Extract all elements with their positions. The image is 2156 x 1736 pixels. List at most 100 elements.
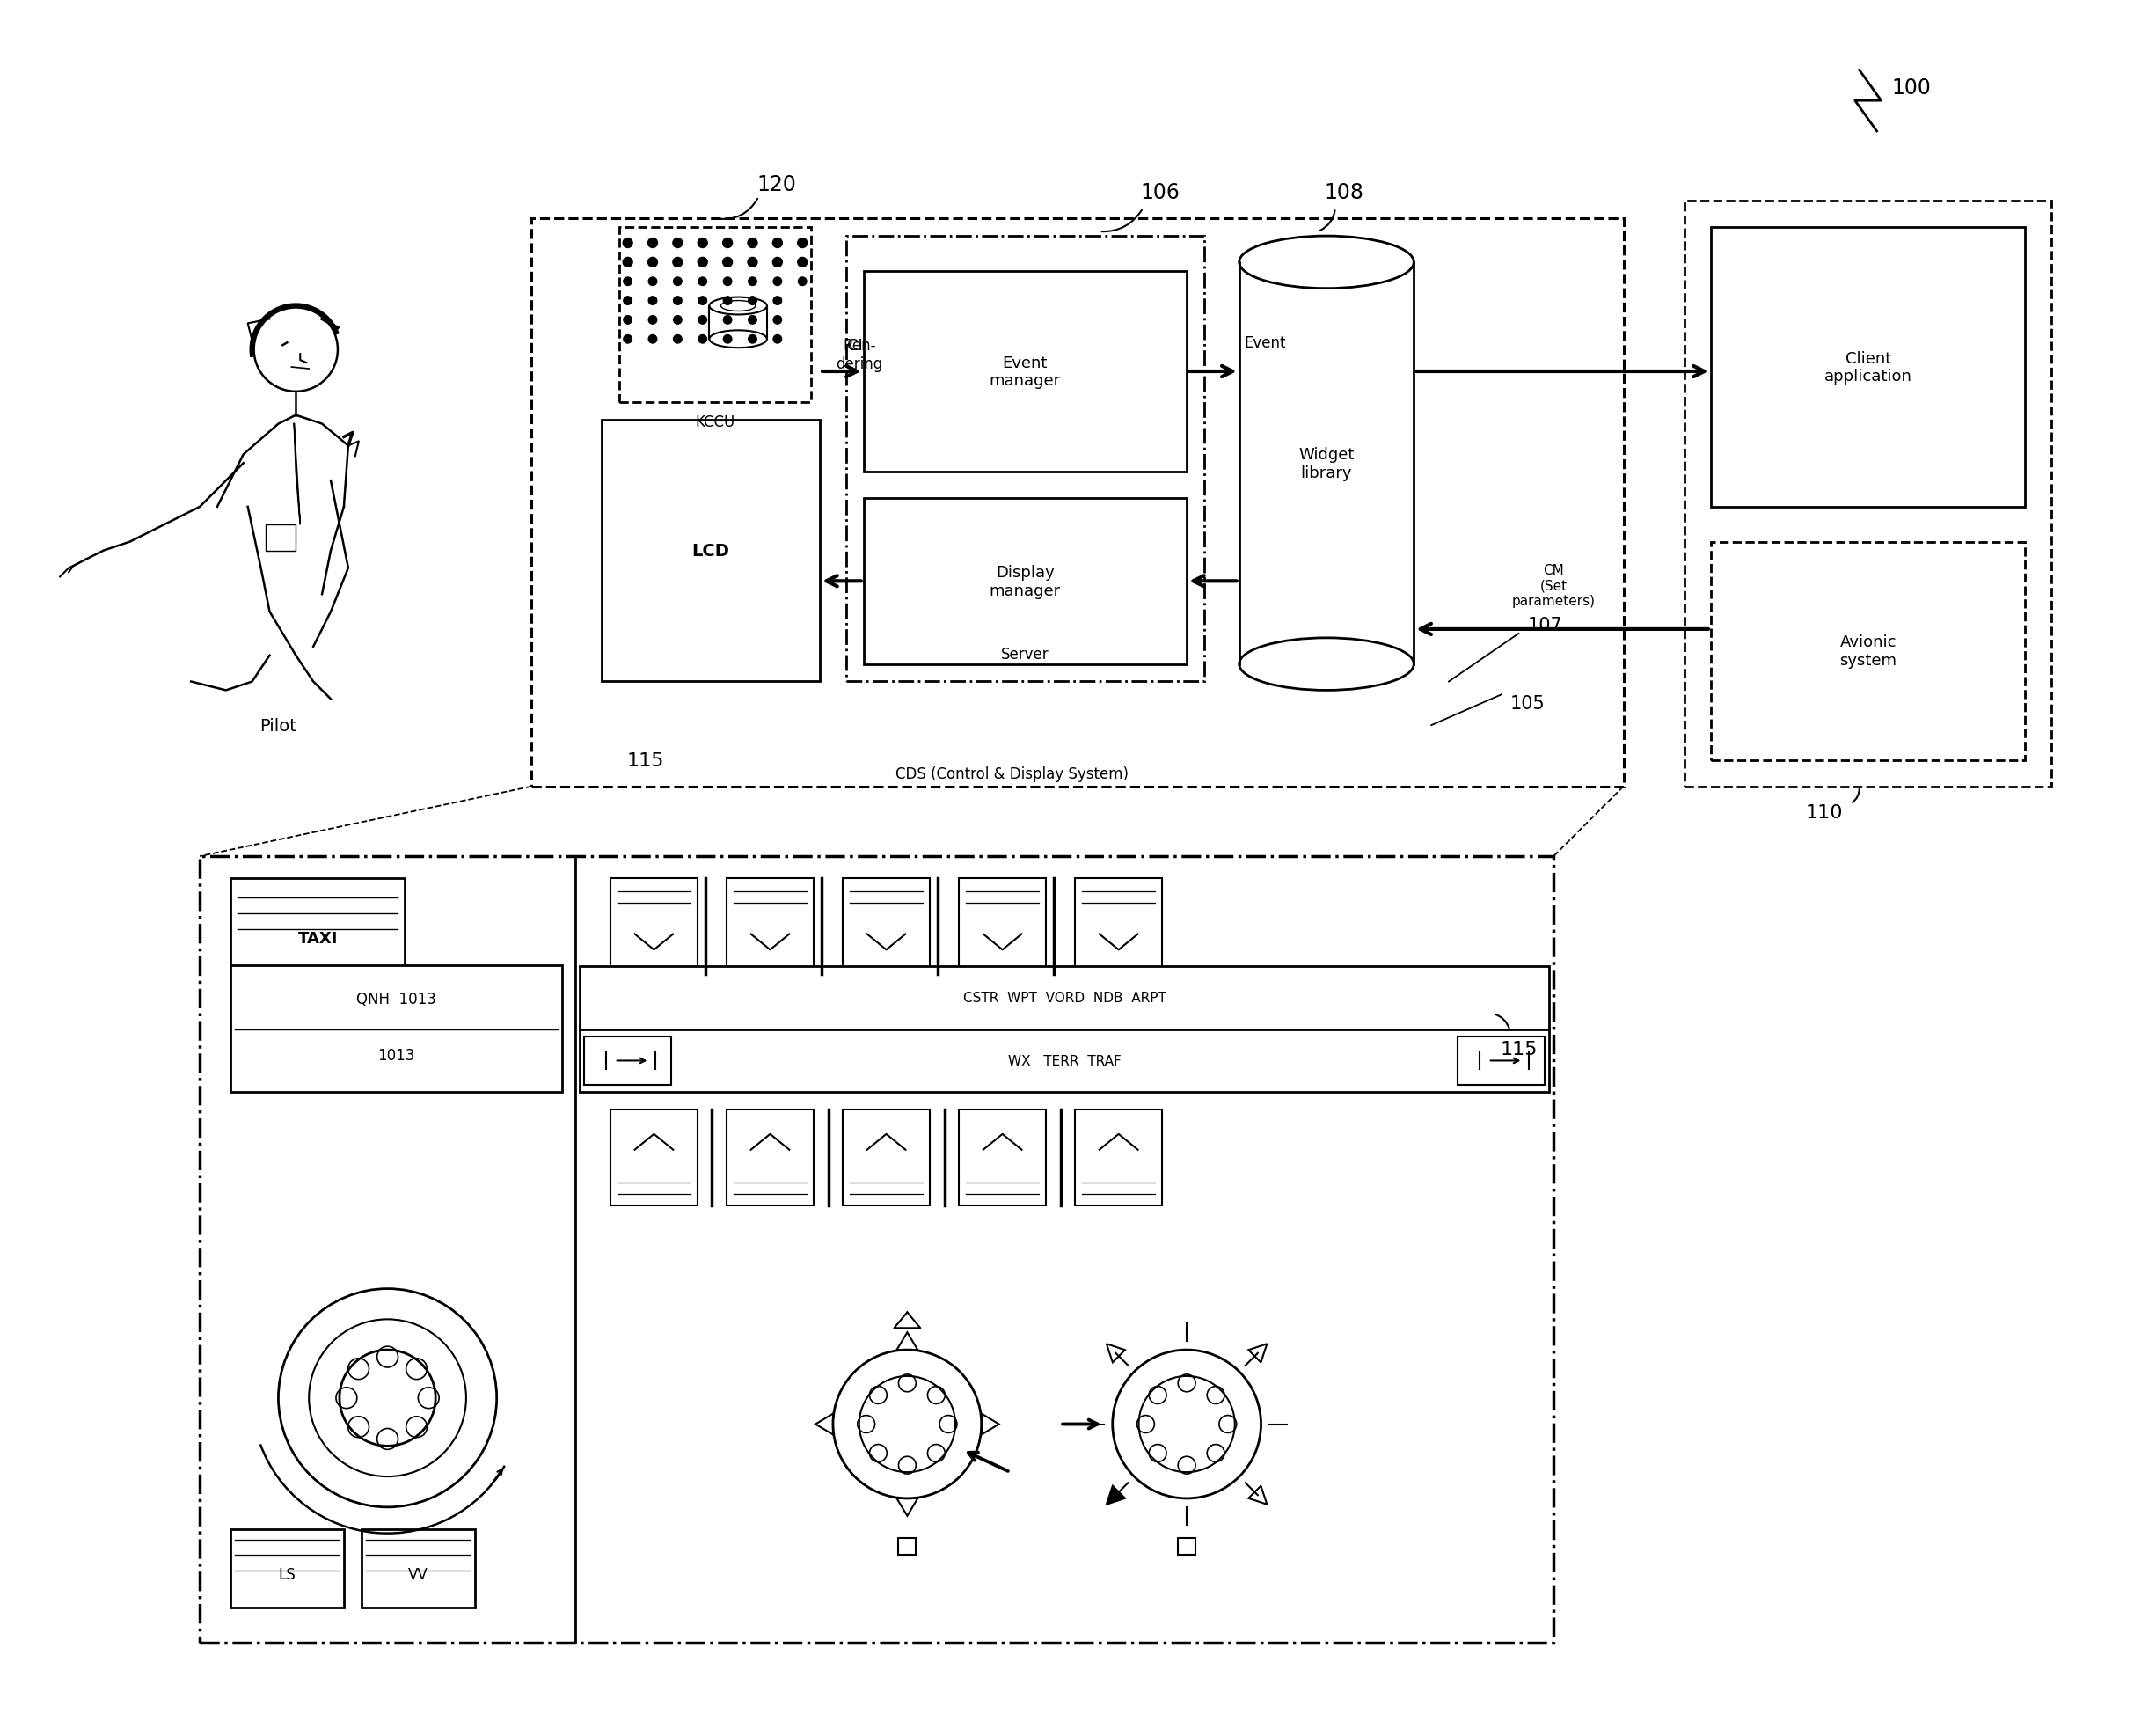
Bar — [231, 878, 405, 974]
Text: Ren-
dering: Ren- dering — [837, 337, 882, 372]
Text: Event
manager: Event manager — [990, 354, 1061, 389]
Bar — [843, 878, 929, 974]
Circle shape — [623, 240, 632, 248]
Bar — [727, 878, 813, 974]
Circle shape — [649, 259, 658, 267]
Text: 106: 106 — [1141, 182, 1179, 203]
Bar — [959, 878, 1046, 974]
Bar — [201, 856, 1554, 1642]
Bar — [1712, 542, 2024, 760]
Circle shape — [772, 240, 783, 248]
Circle shape — [722, 259, 733, 267]
Circle shape — [774, 278, 783, 286]
Circle shape — [699, 297, 707, 306]
Circle shape — [623, 278, 632, 286]
Circle shape — [748, 259, 757, 267]
Text: VV: VV — [407, 1566, 429, 1583]
Circle shape — [774, 316, 783, 325]
Text: 1013: 1013 — [377, 1049, 414, 1064]
Circle shape — [748, 316, 757, 325]
Text: KCCU: KCCU — [694, 413, 735, 431]
Bar — [1177, 1538, 1194, 1555]
Bar — [362, 1529, 474, 1608]
Bar — [610, 1109, 699, 1207]
Circle shape — [699, 278, 707, 286]
Circle shape — [748, 297, 757, 306]
Bar — [584, 1036, 671, 1085]
Circle shape — [748, 335, 757, 344]
Bar — [865, 498, 1186, 665]
Bar — [265, 524, 295, 550]
Text: Client
application: Client application — [1824, 351, 1912, 385]
Circle shape — [724, 278, 731, 286]
Bar — [1240, 262, 1414, 665]
Circle shape — [699, 240, 707, 248]
Circle shape — [649, 278, 658, 286]
Text: 107: 107 — [1526, 616, 1563, 634]
Text: LCD: LCD — [692, 543, 729, 559]
Circle shape — [699, 316, 707, 325]
Bar — [899, 1538, 916, 1555]
Text: Display
manager: Display manager — [990, 564, 1061, 599]
Ellipse shape — [1240, 236, 1414, 288]
Circle shape — [724, 316, 731, 325]
Text: CDS (Control & Display System): CDS (Control & Display System) — [895, 766, 1128, 781]
Circle shape — [649, 240, 658, 248]
Bar — [533, 219, 1623, 786]
Circle shape — [673, 240, 683, 248]
Circle shape — [699, 335, 707, 344]
Text: 115: 115 — [627, 752, 664, 769]
Text: Pilot: Pilot — [261, 717, 298, 734]
Text: 100: 100 — [1893, 78, 1932, 99]
Circle shape — [673, 297, 681, 306]
Circle shape — [623, 259, 632, 267]
Circle shape — [673, 259, 683, 267]
Text: Event: Event — [1244, 335, 1287, 351]
Bar — [231, 1529, 343, 1608]
Circle shape — [748, 278, 757, 286]
Bar — [727, 1109, 813, 1207]
Text: 120: 120 — [757, 174, 796, 194]
Circle shape — [699, 259, 707, 267]
Text: WX   TERR  TRAF: WX TERR TRAF — [1007, 1054, 1121, 1068]
Text: 115: 115 — [1501, 1040, 1537, 1057]
Bar — [1457, 1036, 1546, 1085]
Bar — [580, 1029, 1550, 1092]
Bar — [602, 420, 819, 682]
Text: CI: CI — [847, 339, 862, 354]
Bar — [610, 878, 699, 974]
Text: Server: Server — [1000, 646, 1050, 661]
Circle shape — [724, 297, 731, 306]
Circle shape — [673, 278, 681, 286]
Circle shape — [673, 316, 681, 325]
Bar — [959, 1109, 1046, 1207]
Text: Avionic
system: Avionic system — [1839, 634, 1897, 668]
Circle shape — [748, 240, 757, 248]
Bar — [865, 271, 1186, 472]
Circle shape — [798, 278, 806, 286]
Circle shape — [798, 259, 806, 267]
Text: 105: 105 — [1509, 694, 1546, 712]
Text: 108: 108 — [1324, 182, 1365, 203]
Circle shape — [623, 297, 632, 306]
Polygon shape — [1106, 1486, 1125, 1505]
Bar — [1076, 878, 1162, 974]
Circle shape — [649, 316, 658, 325]
Circle shape — [673, 335, 681, 344]
Bar — [1712, 227, 2024, 507]
Text: CM
(Set
parameters): CM (Set parameters) — [1511, 564, 1595, 608]
Circle shape — [649, 297, 658, 306]
Bar — [845, 236, 1205, 682]
Circle shape — [722, 240, 733, 248]
Bar — [231, 965, 563, 1092]
Bar — [1684, 201, 2053, 786]
Bar — [580, 967, 1550, 1029]
Text: 110: 110 — [1807, 804, 1843, 821]
Circle shape — [623, 335, 632, 344]
Circle shape — [724, 335, 731, 344]
Circle shape — [623, 316, 632, 325]
Circle shape — [772, 259, 783, 267]
Text: QNH  1013: QNH 1013 — [356, 991, 436, 1007]
Circle shape — [649, 335, 658, 344]
Bar — [619, 227, 811, 403]
